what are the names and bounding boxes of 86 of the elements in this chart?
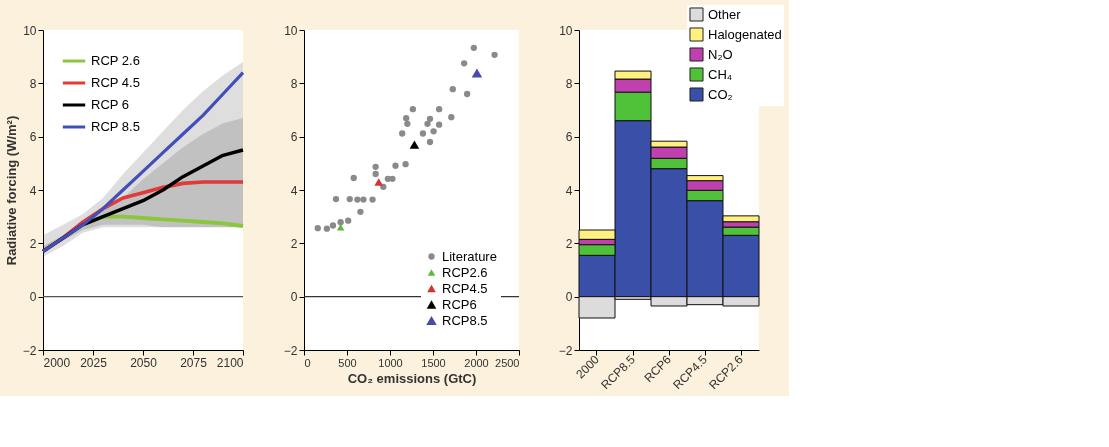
y-tick-label: 10: [559, 23, 573, 38]
point: [463, 90, 471, 98]
point: [336, 224, 345, 231]
y-tick-label: 4: [565, 183, 573, 198]
x-tick-label: 2000: [464, 356, 489, 369]
y-tick-label: 2: [290, 236, 298, 251]
point: [448, 114, 455, 121]
x-tick-label: 2075: [180, 355, 208, 370]
point: [435, 106, 443, 113]
legend-label: CO₂: [708, 86, 733, 102]
x-tick-label: 0: [304, 356, 311, 369]
point: [426, 115, 434, 122]
y-tick-label: 6: [29, 130, 37, 145]
point: [424, 120, 431, 128]
point: [346, 195, 353, 203]
point: [402, 160, 409, 168]
legend-label: RCP 6: [91, 97, 130, 112]
point: [399, 130, 406, 137]
point: [369, 196, 376, 203]
y-tick-label: 6: [565, 130, 573, 145]
point: [372, 170, 379, 178]
legend-label: Other: [708, 6, 742, 22]
point: [323, 225, 331, 232]
point: [409, 106, 417, 113]
point: [354, 196, 361, 203]
legend-label: RCP 8.5: [91, 119, 140, 134]
y-tick-label: 8: [565, 76, 573, 91]
point: [449, 86, 456, 93]
legend-label: RCP6: [442, 296, 477, 312]
y-axis-title: Radiative forcing (W/m²): [3, 115, 19, 266]
legend-label: Halogenated: [708, 26, 782, 42]
legend-label: RCP8.5: [442, 312, 488, 328]
y-tick-label: 8: [290, 76, 298, 91]
legend-label: RCP2.6: [442, 264, 488, 280]
y-tick-label: 2: [29, 236, 37, 251]
point: [426, 138, 434, 146]
legend-label: N₂O: [708, 46, 733, 62]
point: [345, 217, 352, 224]
point: [374, 178, 384, 186]
point: [384, 175, 392, 182]
point: [435, 121, 443, 128]
y-tick-label: −2: [558, 343, 573, 358]
y-tick-label: 2: [565, 236, 573, 251]
point: [372, 163, 379, 170]
point: [403, 115, 410, 122]
legend-label: RCP4.5: [442, 280, 488, 296]
legend-label: RCP 2.6: [91, 53, 140, 68]
x-tick-label: 2025: [80, 355, 108, 370]
y-tick-label: 10: [284, 23, 298, 38]
x-tick-label: 2100: [216, 355, 244, 370]
x-tick-label: 500: [338, 356, 357, 369]
legend-label: Literature: [442, 248, 497, 264]
y-tick-label: 10: [23, 23, 37, 38]
legend-label: CH₄: [708, 66, 733, 82]
x-tick-label: 2000: [43, 355, 71, 370]
point: [419, 130, 427, 137]
y-tick-label: 0: [565, 290, 573, 305]
x-tick-label: 2500: [495, 356, 520, 369]
point: [392, 162, 399, 169]
point: [332, 195, 340, 203]
point: [314, 224, 321, 232]
y-tick-label: 8: [29, 76, 37, 91]
point: [404, 120, 411, 128]
point: [329, 222, 337, 229]
x-tick-label: 1500: [421, 356, 446, 369]
y-tick-label: −2: [22, 343, 37, 358]
x-tick-label: 1000: [378, 356, 403, 369]
point: [430, 128, 437, 135]
point: [409, 140, 420, 149]
y-tick-label: −2: [283, 343, 298, 358]
y-tick-label: 0: [29, 290, 37, 305]
point: [357, 208, 364, 216]
x-tick-label: 2050: [130, 355, 158, 370]
y-tick-label: 4: [29, 183, 37, 198]
y-tick-label: 6: [290, 130, 298, 145]
point: [471, 68, 483, 78]
point: [460, 60, 468, 67]
point: [350, 174, 357, 182]
point: [360, 196, 367, 203]
y-tick-label: 0: [290, 290, 298, 305]
x-axis-title: CO₂ emissions (GtC): [347, 370, 477, 386]
point: [337, 219, 344, 226]
point: [491, 51, 498, 58]
legend-label: RCP 4.5: [91, 75, 140, 90]
y-tick-label: 4: [290, 183, 298, 198]
point: [470, 44, 478, 52]
